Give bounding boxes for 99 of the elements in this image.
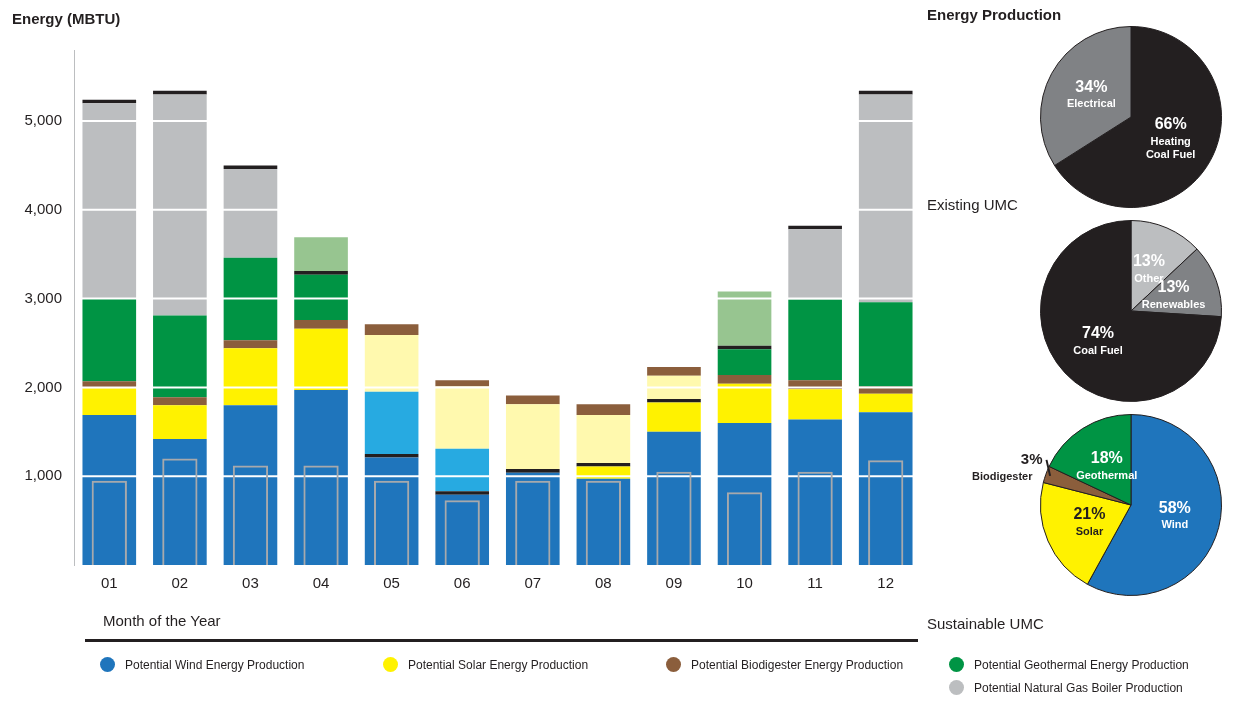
bar bbox=[223, 340, 278, 349]
bar bbox=[294, 274, 348, 320]
text: Sustainable UMC bbox=[927, 615, 1044, 632]
bar bbox=[858, 393, 913, 413]
bar bbox=[82, 388, 137, 415]
slice-label: Solar bbox=[1075, 525, 1104, 537]
x-tick-label: 04 bbox=[312, 574, 330, 592]
chart-title: Energy Production bbox=[927, 6, 1062, 23]
y-axis-title: Energy (MBTU) bbox=[12, 10, 121, 27]
text: Existing UMC bbox=[927, 196, 1018, 213]
bar bbox=[435, 491, 490, 495]
bar bbox=[576, 478, 631, 565]
x-tick-label: 11 bbox=[807, 574, 823, 592]
bar bbox=[647, 402, 701, 432]
bar bbox=[717, 422, 772, 565]
bar bbox=[576, 404, 631, 415]
bar bbox=[435, 448, 490, 492]
bar bbox=[364, 335, 419, 392]
bar bbox=[717, 374, 772, 384]
bar bbox=[788, 419, 842, 565]
bar bbox=[505, 472, 560, 565]
bar bbox=[223, 348, 278, 406]
slice-label: Renewables bbox=[1141, 297, 1206, 310]
bar bbox=[294, 390, 348, 565]
data-label: 66% bbox=[1154, 115, 1187, 133]
x-axis-title: Month of the Year bbox=[103, 612, 221, 629]
x-tick-label: 12 bbox=[877, 574, 895, 592]
legend-label: Potential Wind Energy Production bbox=[125, 657, 305, 672]
bar bbox=[153, 94, 207, 316]
bar bbox=[788, 389, 842, 420]
bar bbox=[223, 168, 278, 258]
y-tick-label: 1,000 bbox=[24, 466, 62, 484]
bar bbox=[435, 380, 490, 387]
bar bbox=[647, 366, 701, 376]
data-label: 18% bbox=[1090, 449, 1123, 467]
slice-label: Heating Coal Fuel bbox=[1145, 134, 1196, 160]
bar bbox=[717, 349, 772, 375]
bar bbox=[647, 375, 701, 399]
bar bbox=[82, 414, 137, 565]
bar bbox=[153, 405, 207, 439]
x-tick-label: 08 bbox=[595, 574, 612, 592]
x-tick-label: 10 bbox=[736, 574, 753, 592]
bar bbox=[153, 397, 207, 406]
bar bbox=[294, 237, 348, 272]
bar bbox=[364, 324, 419, 336]
bar bbox=[294, 319, 348, 329]
bar bbox=[788, 299, 842, 381]
bar bbox=[717, 291, 772, 346]
y-tick-label: 5,000 bbox=[24, 111, 62, 129]
bar bbox=[858, 412, 913, 565]
legend-label: Potential Biodigester Energy Production bbox=[691, 657, 904, 672]
bar bbox=[364, 457, 419, 565]
bar bbox=[153, 315, 207, 398]
bar bbox=[294, 271, 348, 275]
bar bbox=[82, 298, 137, 382]
bar bbox=[647, 398, 701, 403]
bar bbox=[364, 391, 419, 455]
data-label: 34% bbox=[1075, 77, 1108, 95]
bar bbox=[788, 229, 842, 300]
bar bbox=[576, 414, 631, 463]
bar bbox=[223, 257, 278, 341]
x-tick-label: 02 bbox=[171, 574, 189, 592]
data-label: 21% bbox=[1073, 505, 1106, 523]
data-label: 3% bbox=[1020, 450, 1043, 468]
bar bbox=[858, 302, 913, 387]
slice-label: Coal Fuel bbox=[1073, 344, 1123, 357]
slice-label: Electrical bbox=[1066, 97, 1116, 110]
bar bbox=[153, 438, 207, 565]
legend-label: Potential Solar Energy Production bbox=[408, 657, 589, 672]
bar bbox=[82, 103, 137, 299]
x-tick-label: 09 bbox=[665, 574, 683, 592]
bar bbox=[435, 386, 490, 449]
bar bbox=[294, 328, 348, 391]
bar bbox=[858, 94, 913, 303]
legend-label: Potential Geothermal Energy Production bbox=[974, 657, 1189, 672]
data-label: 58% bbox=[1158, 498, 1191, 516]
bar bbox=[364, 454, 419, 458]
bar bbox=[223, 165, 278, 169]
y-tick-label: 2,000 bbox=[24, 377, 62, 395]
bar bbox=[717, 383, 772, 423]
slice-label: Geothermal bbox=[1076, 468, 1138, 481]
bar bbox=[647, 431, 701, 565]
x-tick-label: 05 bbox=[383, 574, 400, 592]
y-tick-label: 4,000 bbox=[24, 199, 62, 217]
x-tick-label: 01 bbox=[100, 574, 118, 592]
slice-label: Biodigester bbox=[971, 469, 1034, 482]
data-label: 13% bbox=[1132, 251, 1165, 269]
bar bbox=[505, 404, 560, 470]
bar bbox=[435, 494, 490, 565]
slice-label: Wind bbox=[1161, 518, 1189, 531]
x-tick-label: 06 bbox=[453, 574, 471, 592]
data-label: 74% bbox=[1082, 324, 1115, 342]
x-tick-label: 07 bbox=[524, 574, 542, 592]
bar bbox=[223, 405, 278, 565]
bar bbox=[505, 395, 560, 405]
y-tick-label: 3,000 bbox=[24, 288, 62, 306]
x-tick-label: 03 bbox=[242, 574, 259, 592]
legend-label: Potential Natural Gas Boiler Production bbox=[974, 680, 1183, 695]
bar bbox=[505, 469, 560, 473]
